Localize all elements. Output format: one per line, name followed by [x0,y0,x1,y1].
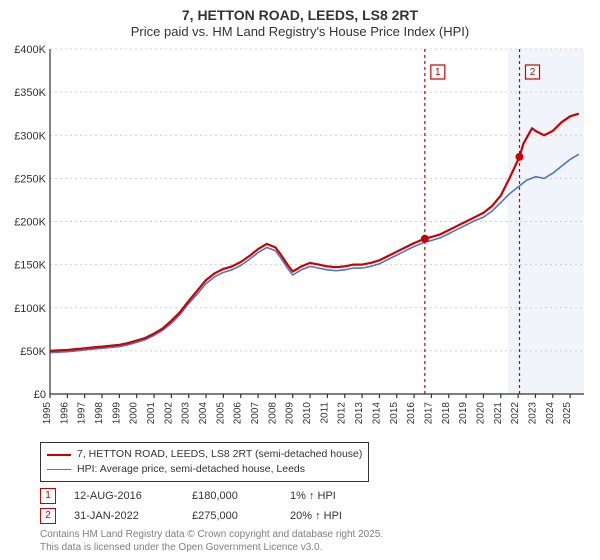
x-tick-label: 2010 [302,402,313,425]
transaction-marker-label: 2 [530,67,536,78]
transaction-price: £275,000 [192,510,272,522]
x-tick-label: 2005 [215,402,226,425]
y-tick-label: £150K [14,260,46,272]
chart-title: 7, HETTON ROAD, LEEDS, LS8 2RT [0,0,600,24]
chart-area: £0 £50K £100K £150K £200K £250K £300K £350K £400… [10,43,590,438]
x-tick-label: 2018 [441,402,452,425]
x-tick-label: 2017 [423,402,434,425]
x-tick-label: 1997 [77,402,88,425]
x-tick-label: 2012 [337,402,348,425]
x-tick-label: 2013 [354,402,365,425]
transaction-row-marker: 2 [40,508,56,524]
transaction-diff: 1% ↑ HPI [290,490,400,502]
transaction-point [421,235,429,243]
transaction-date: 31-JAN-2022 [74,510,174,522]
x-tick-label: 2006 [233,402,244,425]
x-tick-label: 2011 [319,402,330,424]
x-tick-label: 2002 [163,402,174,425]
x-tick-label: 2022 [510,402,521,425]
x-tick-label: 2025 [562,402,573,425]
x-tick-label: 1995 [42,402,53,425]
series-price_paid [50,114,579,351]
y-tick-label: £300K [14,130,46,142]
x-tick-label: 2021 [493,402,504,425]
legend: 7, HETTON ROAD, LEEDS, LS8 2RT (semi-det… [40,442,369,481]
legend-swatch [47,454,71,456]
x-tick-label: 2004 [198,402,209,425]
legend-label: 7, HETTON ROAD, LEEDS, LS8 2RT (semi-det… [77,447,362,462]
x-tick-label: 2023 [527,402,538,425]
footer-line-2: This data is licensed under the Open Gov… [40,541,590,554]
x-tick-label: 2019 [458,402,469,425]
legend-item: 7, HETTON ROAD, LEEDS, LS8 2RT (semi-det… [47,447,362,462]
y-tick-label: £250K [14,174,46,186]
transaction-point [516,153,524,161]
chart-subtitle: Price paid vs. HM Land Registry's House … [0,24,600,43]
y-tick-label: £0 [34,389,46,401]
x-tick-label: 2000 [129,402,140,425]
x-tick-label: 1998 [94,402,105,425]
transaction-row: 2 31-JAN-2022 £275,000 20% ↑ HPI [40,508,590,524]
x-tick-label: 1999 [111,402,122,425]
y-tick-label: £100K [14,303,46,315]
x-tick-label: 2003 [181,402,192,425]
x-tick-label: 2016 [406,402,417,425]
series-hpi [50,154,579,352]
x-tick-label: 2009 [285,402,296,425]
transaction-diff: 20% ↑ HPI [290,510,400,522]
x-tick-label: 2008 [267,402,278,425]
x-tick-label: 2020 [475,402,486,425]
y-tick-label: £200K [14,217,46,229]
chart-svg: £0 £50K £100K £150K £200K £250K £300K £350K £400… [10,43,590,438]
x-tick-label: 2015 [389,402,400,425]
x-tick-label: 1996 [59,402,70,425]
footer-line-1: Contains HM Land Registry data © Crown c… [40,528,590,541]
attribution-footer: Contains HM Land Registry data © Crown c… [40,528,590,554]
y-tick-label: £400K [14,44,46,56]
legend-item: HPI: Average price, semi-detached house,… [47,462,362,477]
x-tick-label: 2024 [545,402,556,425]
transaction-price: £180,000 [192,490,272,502]
transaction-row: 1 12-AUG-2016 £180,000 1% ↑ HPI [40,488,590,504]
transaction-table: 1 12-AUG-2016 £180,000 1% ↑ HPI 2 31-JAN-2022… [40,488,590,524]
x-tick-label: 2001 [146,402,157,425]
legend-swatch [47,469,71,470]
legend-label: HPI: Average price, semi-detached house,… [77,462,305,477]
chart-container: 7, HETTON ROAD, LEEDS, LS8 2RT Price pai… [0,0,600,560]
x-tick-label: 2014 [371,402,382,425]
y-tick-label: £50K [20,346,46,358]
transaction-row-marker: 1 [40,488,56,504]
transaction-date: 12-AUG-2016 [74,490,174,502]
transaction-marker-label: 1 [435,67,441,78]
y-tick-label: £350K [14,87,46,99]
x-tick-label: 2007 [250,402,261,425]
